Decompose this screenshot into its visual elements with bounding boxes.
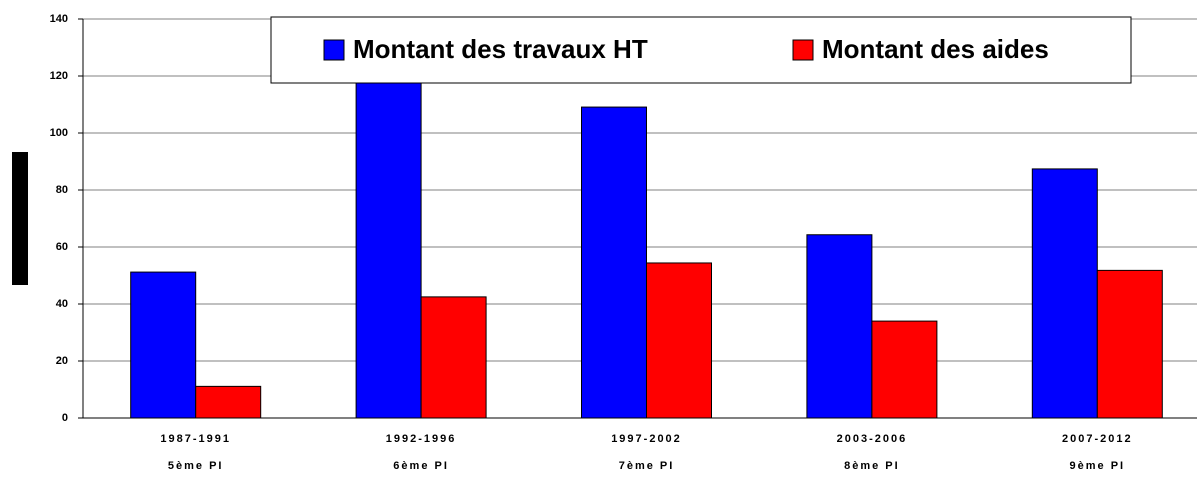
legend-swatch (792, 39, 814, 61)
x-tick-sublabel: 7ème PI (619, 460, 675, 472)
bar (646, 262, 712, 419)
x-tick-label: 1987-1991 (160, 433, 231, 445)
x-tick-label: 1997-2002 (611, 433, 682, 445)
bar (871, 320, 938, 419)
bar (420, 296, 487, 419)
legend-box (270, 16, 1132, 84)
y-tick-label: 20 (56, 355, 68, 367)
redacted-axis-label (12, 152, 28, 285)
bar (130, 271, 197, 419)
x-tick-sublabel: 9ème PI (1070, 460, 1126, 472)
legend-label: Montant des aides (822, 34, 1049, 64)
bar (195, 385, 262, 419)
legend-swatch (323, 39, 345, 61)
bar (581, 106, 647, 419)
legend-label: Montant des travaux HT (353, 34, 648, 64)
y-tick-label: 60 (56, 241, 68, 253)
y-tick-label: 140 (50, 13, 68, 25)
x-tick-sublabel: 6ème PI (393, 460, 449, 472)
x-tick-sublabel: 8ème PI (844, 460, 900, 472)
y-tick-label: 120 (50, 70, 68, 82)
y-tick-label: 80 (56, 184, 68, 196)
y-tick-label: 40 (56, 298, 68, 310)
x-tick-sublabel: 5ème PI (168, 460, 224, 472)
y-tick-label: 0 (62, 412, 68, 424)
x-tick-label: 2003-2006 (837, 433, 908, 445)
x-tick-label: 1992-1996 (386, 433, 457, 445)
bar (1031, 168, 1098, 419)
bar (1096, 269, 1163, 419)
y-tick-label: 100 (50, 127, 68, 139)
bar (355, 66, 422, 419)
x-tick-label: 2007-2012 (1062, 433, 1133, 445)
bar (806, 234, 873, 419)
